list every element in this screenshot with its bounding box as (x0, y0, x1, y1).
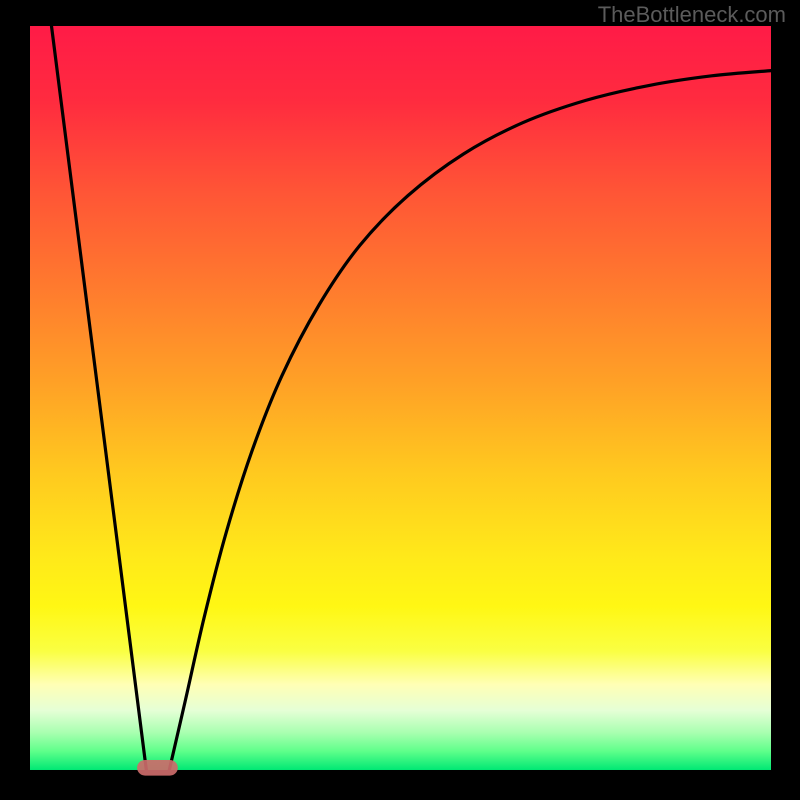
bottleneck-chart (0, 0, 800, 800)
watermark-text: TheBottleneck.com (598, 2, 786, 28)
optimal-marker (137, 760, 178, 776)
chart-container: TheBottleneck.com (0, 0, 800, 800)
plot-gradient-background (30, 26, 771, 770)
